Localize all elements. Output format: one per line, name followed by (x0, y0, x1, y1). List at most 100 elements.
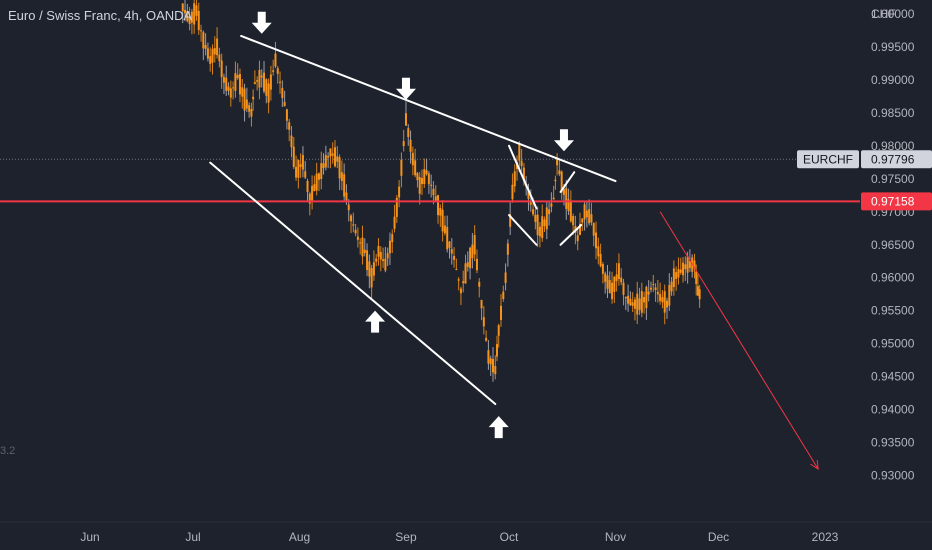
candle-body (558, 170, 561, 175)
candle-body (491, 358, 494, 373)
candle-body (313, 184, 316, 191)
x-tick-label: Dec (708, 530, 729, 544)
y-tick-label: 0.97500 (871, 172, 915, 186)
candle-body (485, 337, 488, 341)
candle-body (188, 17, 191, 24)
candle-body (317, 173, 320, 180)
candle-body (659, 293, 662, 302)
candle-body (581, 218, 584, 223)
candle-body (675, 272, 678, 279)
candle-body (522, 167, 525, 182)
candle-body (263, 72, 266, 92)
candle-body (583, 204, 586, 220)
y-tick-label: 0.98500 (871, 106, 915, 120)
candle-body (430, 184, 433, 186)
candle-body (308, 193, 311, 204)
candle-body (518, 144, 521, 161)
candle-body (462, 281, 465, 284)
candle-body (243, 88, 246, 111)
candle-body (576, 235, 579, 242)
candle-body (388, 240, 391, 254)
candle-body (384, 258, 387, 271)
candle-body (206, 48, 209, 59)
symbol-tag-label: EURCHF (803, 152, 853, 166)
candle-body (552, 197, 555, 200)
candle-body (281, 88, 284, 98)
candle-body (220, 60, 223, 78)
candle-body (622, 282, 625, 295)
candle-body (633, 299, 636, 309)
candle-body (265, 79, 268, 96)
candle-body (439, 207, 442, 216)
candle-body (425, 170, 428, 175)
candle-body (414, 160, 417, 176)
candle-body (306, 180, 309, 193)
candle-body (290, 135, 293, 148)
candle-body (446, 227, 449, 250)
candle-body (502, 291, 505, 300)
candle-body (455, 268, 458, 270)
candle-body (234, 73, 237, 91)
candle-body (663, 291, 666, 313)
candle-body (269, 74, 272, 90)
candle-body (672, 268, 675, 288)
symbol-tag-bg (797, 150, 859, 169)
candle-body (693, 260, 696, 269)
symbol-title[interactable]: Euro / Swiss Franc, 4h, OANDA (8, 8, 193, 23)
trendline-wedge-d (559, 223, 583, 246)
side-note: 3.2 (0, 445, 16, 457)
trendline-upper-resistance (240, 34, 617, 183)
currency-label: CHF (871, 7, 896, 21)
candle-body (311, 185, 314, 201)
candle-body (216, 38, 219, 56)
candle-body (253, 82, 256, 85)
y-tick-label: 0.94500 (871, 370, 915, 384)
candle-body (466, 262, 469, 267)
candle-body (213, 48, 216, 55)
candle-body (238, 74, 241, 95)
x-tick-label: Aug (289, 530, 310, 544)
x-tick-label: Oct (500, 530, 519, 544)
candle-body (608, 280, 611, 294)
candle-body (548, 209, 551, 215)
candle-body (511, 184, 514, 200)
candle-body (615, 274, 618, 282)
candle-body (541, 216, 544, 239)
candle-body (315, 173, 318, 191)
candle-body (572, 215, 575, 226)
candle-body (562, 189, 565, 195)
candle-body (597, 246, 600, 257)
x-tick-label: Jun (80, 530, 99, 544)
candle-body (489, 358, 492, 365)
candle-body (232, 87, 235, 89)
candle-body (529, 201, 532, 205)
up-arrow-2 (488, 416, 509, 439)
candle-body (347, 204, 350, 211)
candle-body (218, 54, 221, 62)
candle-body (509, 214, 512, 227)
candle-body (649, 287, 652, 290)
candle-body (375, 258, 378, 262)
candle-body (329, 148, 332, 157)
candle-body (250, 109, 253, 117)
price-axis-panel (860, 0, 932, 550)
candle-body (338, 157, 341, 179)
candle-body (448, 241, 451, 248)
candle-body (236, 74, 239, 79)
candle-body (638, 298, 641, 310)
candle-body (688, 261, 691, 269)
candle-body (652, 284, 655, 286)
candle-body (322, 163, 325, 169)
candle-body (181, 3, 184, 12)
y-tick-label: 0.95500 (871, 304, 915, 318)
y-tick-label: 0.95000 (871, 337, 915, 351)
y-tick-label: 0.96500 (871, 238, 915, 252)
candle-body (569, 202, 572, 222)
candle-body (668, 285, 671, 306)
candle-body (478, 281, 481, 287)
candle-body (411, 152, 414, 166)
y-tick-label: 0.93000 (871, 469, 915, 483)
candle-body (565, 188, 568, 209)
candle-body (204, 44, 207, 49)
